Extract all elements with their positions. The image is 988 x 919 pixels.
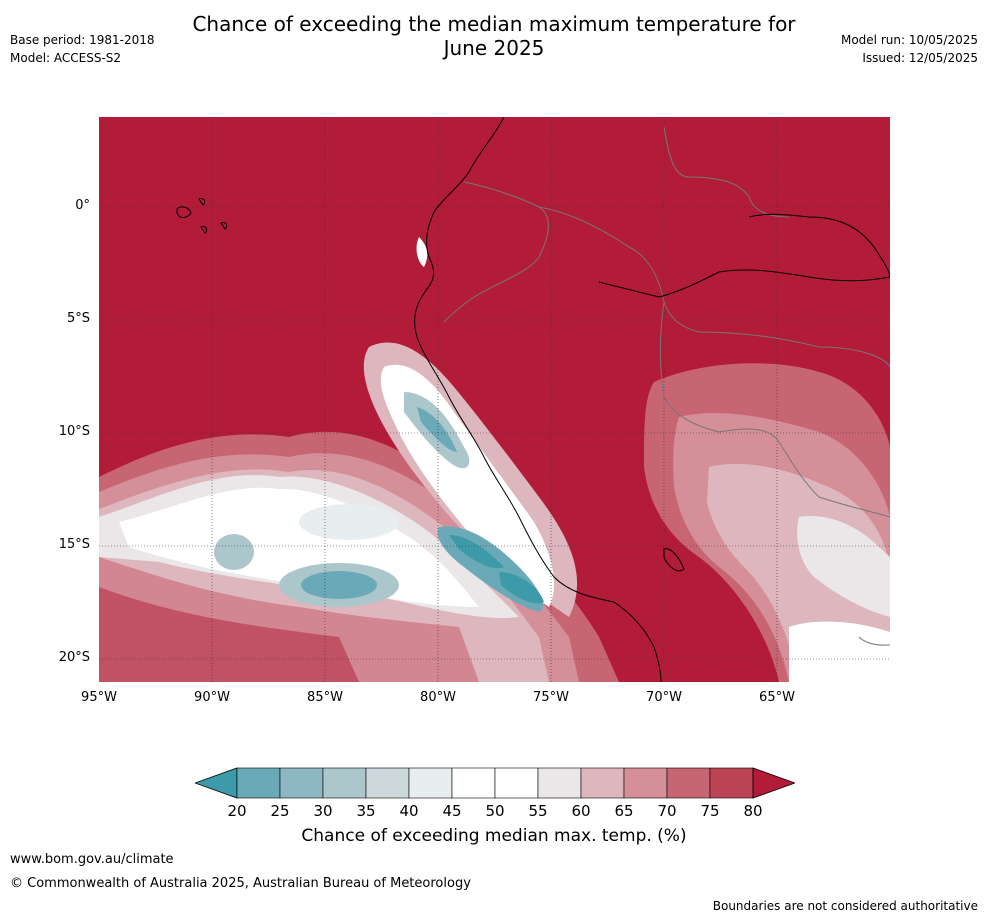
colorbar-bin [709,767,754,799]
colorbar-tick-label: 60 [571,802,591,820]
colorbar-tick-label: 45 [442,802,462,820]
galapagos-islands [176,198,228,234]
colorbar-bin [666,767,711,799]
meta-right: Model run: 10/05/2025 Issued: 12/05/2025 [841,31,978,67]
colorbar-tick-label: 65 [614,802,634,820]
legend-title: Chance of exceeding median max. temp. (%… [301,826,687,846]
colorbar-bin [537,767,582,799]
colorbar-bin [236,767,281,799]
colorbar-tick-label: 55 [528,802,548,820]
colorbar-tick-label: 35 [356,802,376,820]
issued-date: Issued: 12/05/2025 [862,51,978,65]
lat-tick-3: 15°S [58,537,90,552]
colorbar-bin [365,767,410,799]
map-title: Chance of exceeding the median maximum t… [0,12,988,60]
contour-southwest [99,431,619,682]
footer-url: www.bom.gov.au/climate [10,852,174,867]
map-svg [99,116,891,683]
colorbar-under-arrow [193,767,238,799]
colorbar-tick-label: 70 [657,802,677,820]
title-line-1: Chance of exceeding the median maximum t… [192,12,796,36]
colorbar-bin [408,767,453,799]
base-period: Base period: 1981-2018 [10,33,155,47]
colorbar-bin [623,767,668,799]
lat-tick-2: 10°S [58,424,90,439]
map-panel [99,116,891,683]
colorbar-over-arrow [752,767,797,799]
lon-tick-0: 95°W [81,690,117,705]
lake-titicaca [663,548,685,572]
footer-copyright: © Commonwealth of Australia 2025, Austra… [10,876,471,891]
contour-interior [644,363,890,682]
colorbar-bin [451,767,496,799]
gridlines [99,117,890,682]
colorbar-tick-label: 80 [743,802,763,820]
colorbar-bin [494,767,539,799]
lon-tick-2: 85°W [307,690,343,705]
colorbar-bin [580,767,625,799]
lat-tick-1: 5°S [66,311,90,326]
lon-tick-6: 65°W [759,690,795,705]
colorbar-tick-label: 25 [270,802,290,820]
lon-tick-3: 80°W [420,690,456,705]
colorbar-tick-label: 75 [700,802,720,820]
lon-tick-5: 70°W [646,690,682,705]
boundaries-note: Boundaries are not considered authoritat… [712,899,978,913]
colorbar-tick-label: 40 [399,802,419,820]
lat-tick-0: 0° [75,198,90,213]
lon-tick-1: 90°W [194,690,230,705]
lat-tick-4: 20°S [58,650,90,665]
colorbar-tick-label: 20 [227,802,247,820]
colorbar-tick-label: 50 [485,802,505,820]
model-run: Model run: 10/05/2025 [840,33,978,47]
colorbar-bin [322,767,367,799]
colorbar-svg [193,767,797,799]
colorbar-tick-label: 30 [313,802,333,820]
meta-left: Base period: 1981-2018 Model: ACCESS-S2 [10,31,155,67]
coastline [414,116,662,683]
rio-negro-outline [748,213,891,278]
country-borders [443,126,891,646]
colorbar [193,765,797,801]
colorbar-bin [279,767,324,799]
contour-coastal [363,237,578,617]
title-line-2: June 2025 [443,36,545,60]
amazon-outline [598,269,891,298]
model-name: Model: ACCESS-S2 [10,51,122,65]
lon-tick-4: 75°W [533,690,569,705]
